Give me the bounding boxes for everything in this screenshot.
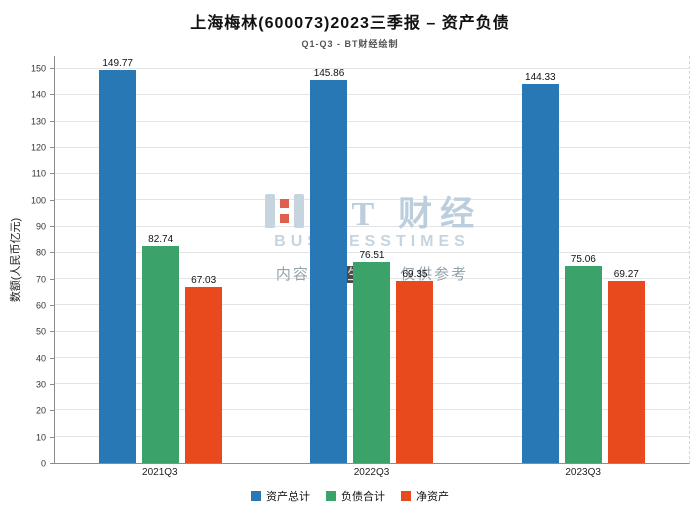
bar-group: 149.77 82.74 67.03 (55, 56, 266, 463)
y-tick-label: 60 (35, 300, 46, 311)
y-axis: 0 10 20 30 40 50 60 70 80 90 100 110 120 130 140 150 (24, 56, 54, 468)
y-axis-title: 数额(人民币亿元) (6, 56, 24, 464)
gridline (55, 120, 689, 122)
legend-swatch (326, 491, 336, 501)
y-tick-mark (50, 278, 54, 280)
bar-wrap: 69.35 (396, 56, 434, 463)
y-tick-label: 30 (35, 379, 46, 390)
y-tick-mark (50, 199, 54, 201)
gridline (55, 68, 689, 70)
bar-value-label: 82.74 (148, 233, 174, 245)
y-tick-mark (50, 463, 54, 464)
y-tick-mark (50, 173, 54, 175)
legend-label: 净资产 (416, 491, 449, 503)
bar-group: 144.33 75.06 69.27 (478, 56, 689, 463)
bar (99, 69, 137, 463)
chart-title: 上海梅林(600073)2023三季报 – 资产负债 (190, 15, 510, 32)
y-tick-mark (50, 94, 54, 96)
gridline (55, 146, 689, 148)
y-tick-label: 110 (31, 168, 46, 179)
y-tick-label: 40 (35, 353, 46, 364)
y-tick-label: 70 (35, 274, 46, 285)
bar-wrap: 67.03 (185, 56, 223, 463)
chart-subtitle: Q1-Q3 - BT财经绘制 (301, 39, 399, 49)
bar-group: 145.86 76.51 69.35 (266, 56, 477, 463)
y-tick-mark (50, 410, 54, 412)
bar-wrap: 145.86 (310, 56, 348, 463)
bar-wrap: 76.51 (353, 56, 391, 463)
y-tick-label: 0 (40, 458, 46, 469)
bar-wrap: 82.74 (142, 56, 180, 463)
bar (185, 287, 223, 463)
y-tick-mark (50, 436, 54, 438)
bar-wrap: 149.77 (99, 56, 137, 463)
bar (310, 80, 348, 463)
bar (396, 280, 434, 463)
y-tick-mark (50, 305, 54, 307)
legend-label: 资产总计 (266, 491, 310, 503)
y-tick-label: 50 (35, 326, 46, 337)
bar-value-label: 67.03 (191, 275, 217, 286)
bar-wrap: 144.33 (521, 56, 559, 463)
y-tick-mark (50, 252, 54, 254)
gridline (55, 199, 689, 201)
bar-value-label: 69.27 (613, 269, 639, 281)
plot-area: BT 财经 BUSINESSTIMES 内容由AI生成，仅供参考 149.778… (54, 56, 690, 464)
chart-area: 数额(人民币亿元) 0 10 20 30 40 50 60 70 80 90 100 110 120 13… (6, 56, 690, 468)
legend-swatch (251, 491, 261, 501)
legend-item: 资产总计 (251, 488, 310, 504)
legend-swatch (401, 491, 411, 501)
bar (564, 265, 602, 463)
legend-item: 净资产 (401, 488, 449, 504)
legend-item: 负债合计 (326, 488, 385, 504)
y-tick-label: 130 (30, 116, 46, 127)
bar-value-label: 69.35 (402, 268, 428, 280)
bar-wrap: 75.06 (564, 56, 602, 463)
bar-value-label: 149.77 (102, 57, 133, 69)
bar-value-label: 76.51 (359, 250, 385, 262)
y-tick-mark (50, 331, 54, 333)
y-tick-mark (50, 357, 54, 359)
gridline (55, 251, 689, 253)
bar (142, 245, 180, 463)
y-tick-mark (50, 384, 54, 386)
bar (521, 84, 559, 463)
gridline (55, 225, 689, 227)
y-tick-label: 100 (30, 195, 46, 206)
x-tick-label: 2021Q3 (142, 467, 178, 478)
y-tick-label: 80 (35, 247, 46, 258)
y-tick-label: 140 (30, 89, 46, 100)
gridline (55, 94, 689, 96)
y-tick-label: 20 (35, 405, 46, 416)
x-axis-labels: 2021Q3 2022Q3 2023Q3 (54, 467, 689, 478)
bar-groups: 149.77 82.74 67.03 145.86 76.51 69.35 144.33 75… (55, 56, 689, 463)
bar (607, 281, 645, 463)
bar-wrap: 69.27 (607, 56, 645, 463)
y-tick-label: 120 (30, 142, 46, 153)
bar (353, 262, 391, 463)
bar-value-label: 75.06 (570, 253, 596, 265)
legend: 资产总计 负债合计 净资产 (0, 488, 700, 504)
legend-label: 负债合计 (341, 491, 385, 503)
bar-value-label: 145.86 (313, 68, 345, 79)
x-tick-label: 2022Q3 (353, 467, 390, 478)
bar-value-label: 144.33 (525, 72, 556, 84)
x-tick-label: 2023Q3 (565, 467, 601, 478)
y-tick-mark (50, 147, 54, 149)
y-tick-label: 10 (35, 432, 46, 443)
y-tick-label: 150 (30, 63, 46, 74)
gridline (55, 173, 689, 175)
y-axis-title-text: 数额(人民币亿元) (10, 217, 22, 303)
y-tick-mark (50, 226, 54, 228)
y-tick-mark (50, 68, 54, 70)
y-tick-mark (50, 120, 54, 122)
y-tick-label: 90 (35, 221, 46, 232)
